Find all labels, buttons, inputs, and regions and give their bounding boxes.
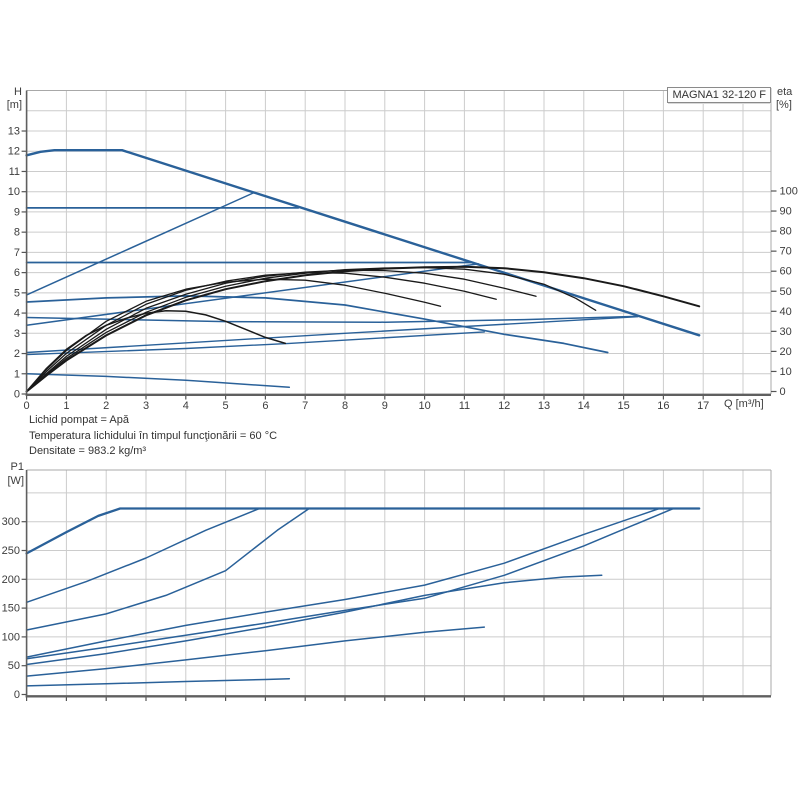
hq-chart-tick-label-y: 2 [14, 348, 20, 360]
liquid-info-block: Lichid pompat = Apă Temperatura lichidul… [29, 413, 277, 460]
curve-power-riser-1 [25, 507, 661, 658]
hq-chart-tick-label-eta: 10 [780, 366, 792, 378]
hq-chart-tick-label-x: 9 [382, 400, 388, 412]
hq-chart-tick-label-x: 12 [498, 400, 510, 412]
p1-chart-tick-label-y: 50 [8, 660, 20, 672]
hq-chart-tick-label-x: 4 [183, 400, 189, 412]
hq-chart-tick-label-eta: 100 [780, 186, 798, 198]
p1-chart-tick-label-y: 200 [2, 574, 20, 586]
curve-mid-speed-curve [25, 295, 609, 354]
hq-chart-tick-label-y: 5 [14, 287, 20, 299]
hq-chart-tick-label-x: 16 [657, 400, 669, 412]
hq-chart-tick-label-eta: 50 [780, 286, 792, 298]
curve-min-speed-curve [25, 373, 291, 389]
hq-chart-tick-label-x: 17 [697, 400, 709, 412]
hq-chart-tick-label-x: 11 [459, 400, 470, 412]
curve-eta-speed-3 [25, 269, 537, 393]
p1-chart-tick-label-y: 0 [14, 689, 20, 701]
p1-chart-tick-label-y: 100 [2, 631, 20, 643]
head-axis-unit: [m] [6, 99, 22, 111]
pump-model-badge: MAGNA1 32-120 F [667, 87, 771, 103]
info-line-density: Densitate = 983.2 kg/m³ [29, 445, 147, 457]
hq-chart-tick-label-y: 7 [14, 247, 20, 259]
curve-power-max-speed [25, 507, 701, 555]
hq-chart-tick-label-x: 10 [418, 400, 430, 412]
hq-chart-tick-label-x: 6 [262, 400, 268, 412]
curve-eta-min-speed [25, 309, 287, 393]
hq-chart-tick-label-eta: 90 [780, 206, 792, 218]
curve-power-mid-speed [25, 574, 603, 666]
eta-axis-unit: [%] [776, 99, 792, 111]
hq-chart-tick-label-y: 8 [14, 227, 20, 239]
hq-chart-tick-label-y: 11 [9, 166, 20, 178]
hq-chart-tick-label-y: 13 [8, 126, 20, 138]
curve-eta-speed-4 [25, 271, 497, 393]
hq-chart-tick-label-eta: 40 [780, 306, 792, 318]
curve-prop-pressure-mid [25, 263, 480, 326]
head-axis-label: H [14, 86, 22, 98]
curve-max-speed-curve [25, 148, 701, 337]
hq-chart-tick-label-y: 10 [8, 186, 20, 198]
hq-chart-tick-label-x: 13 [538, 400, 550, 412]
hq-chart-tick-label-eta: 0 [780, 386, 786, 398]
p1-chart-tick-label-y: 300 [2, 516, 20, 528]
p1-chart-tick-label-y: 250 [2, 545, 20, 557]
power-axis-unit: [W] [7, 475, 25, 487]
curve-prop-pressure-low-a [25, 331, 485, 356]
hq-chart-tick-label-x: 5 [223, 400, 229, 412]
curve-power-riser-2 [25, 507, 675, 660]
hq-chart-tick-label-x: 3 [143, 400, 149, 412]
power-axis-label: P1 [10, 461, 24, 473]
hq-chart-tick-label-x: 2 [103, 400, 109, 412]
hq-chart-tick-label-x: 8 [342, 400, 348, 412]
hq-chart-tick-label-x: 0 [24, 400, 30, 412]
hq-chart-tick-label-x: 7 [302, 400, 308, 412]
hq-chart-tick-label-x: 14 [578, 400, 590, 412]
curve-eta-speed-5 [25, 278, 442, 393]
hq-chart-tick-label-eta: 20 [780, 346, 792, 358]
eta-axis-label: eta [777, 86, 793, 98]
hq-chart-tick-label-y: 1 [14, 368, 20, 380]
hq-chart-tick-label-y: 0 [14, 389, 20, 401]
curve-prop-pressure-high [25, 191, 256, 296]
p1-chart-tick-label-y: 150 [2, 603, 20, 615]
curve-power-prop-low [25, 626, 486, 677]
hq-chart-tick-label-y: 3 [14, 328, 20, 340]
curve-power-const-pressure-mid [25, 507, 310, 631]
curve-prop-pressure-low-b [25, 316, 639, 354]
hq-chart-tick-label-y: 4 [14, 308, 20, 320]
curve-power-min-speed [25, 677, 291, 687]
hq-chart-tick-label-eta: 60 [780, 266, 792, 278]
curve-const-pressure-low [25, 315, 642, 323]
hq-chart-tick-label-eta: 80 [780, 226, 792, 238]
info-line-temperature: Temperatura lichidului în timpul funcţio… [29, 429, 278, 442]
hq-chart-tick-label-y: 9 [14, 206, 20, 218]
hq-chart-tick-label-eta: 70 [780, 246, 792, 258]
curve-eta-max-speed [25, 265, 701, 393]
info-line-liquid: Lichid pompat = Apă [29, 414, 129, 426]
hq-chart-tick-label-y: 6 [14, 267, 20, 279]
curve-power-const-pressure-high [25, 507, 261, 604]
hq-chart-tick-label-x: 1 [63, 400, 69, 412]
flow-axis-label: Q [m³/h] [724, 398, 764, 410]
hq-chart-tick-label-y: 12 [8, 146, 20, 158]
hq-chart-tick-label-x: 15 [617, 400, 629, 412]
hq-chart-tick-label-eta: 30 [780, 326, 792, 338]
